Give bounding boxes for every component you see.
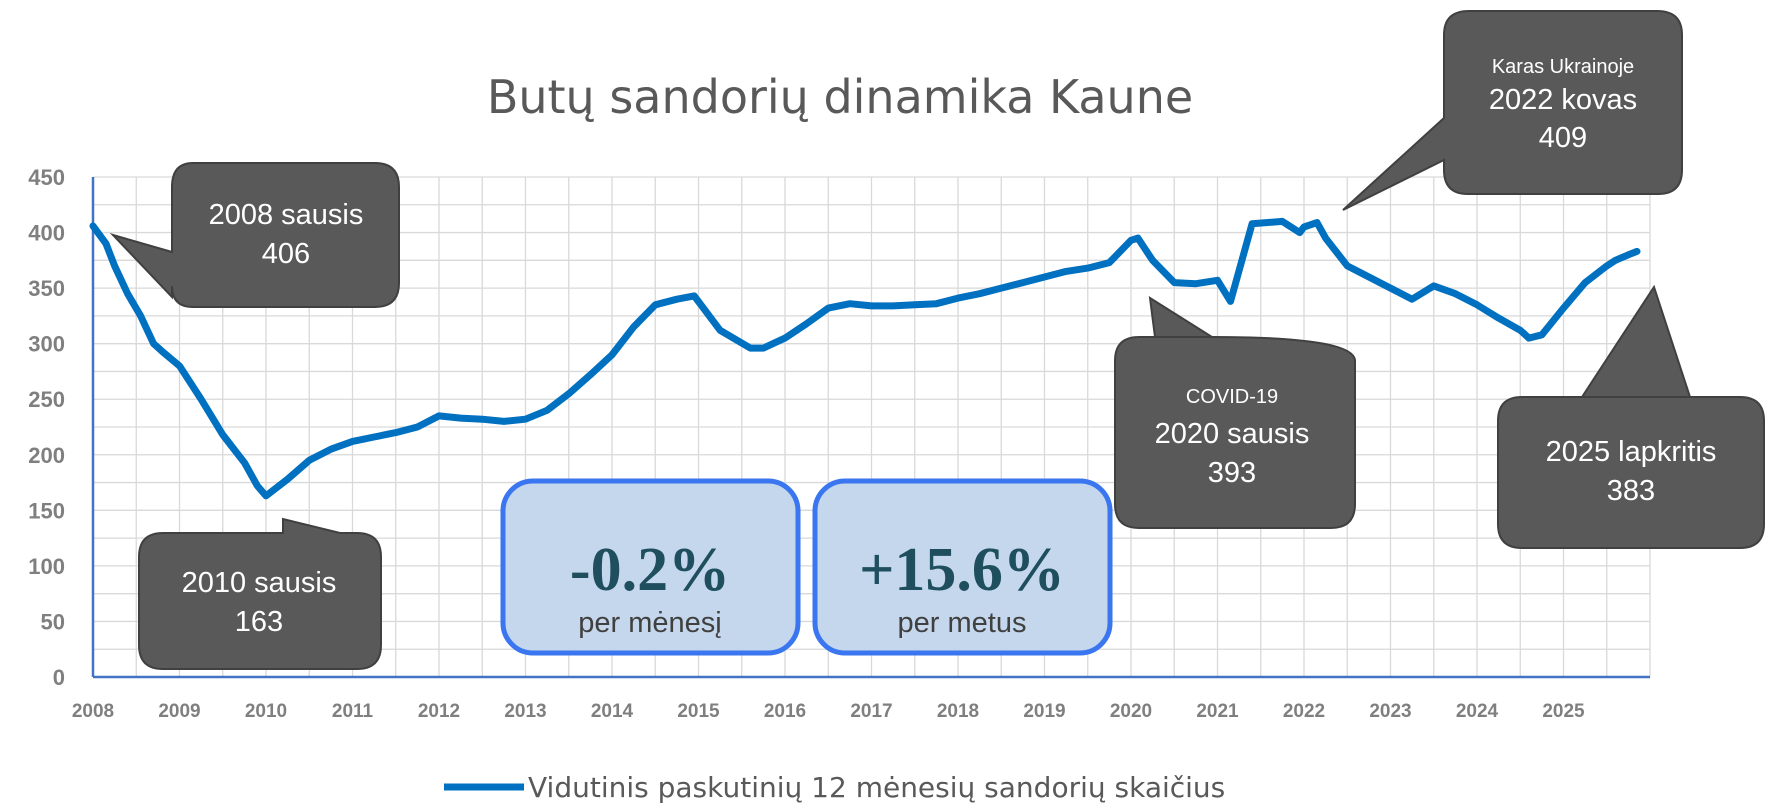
callout-2008-shape: [109, 162, 400, 308]
x-tick-label: 2014: [591, 701, 634, 722]
callout-2020-january: COVID-19 2020 sausis 393: [1114, 296, 1356, 529]
callout-2025-date: 2025 lapkritis: [1546, 436, 1717, 468]
x-tick-label: 2024: [1456, 701, 1499, 722]
y-tick-label: 150: [28, 498, 65, 523]
stat-yearly-caption: per metus: [898, 607, 1027, 639]
y-axis-ticks: 0 50 100 150 200 250 300 350 400 450: [28, 165, 65, 690]
callout-2010-value: 163: [235, 606, 283, 638]
callout-2008-january: 2008 sausis 406: [109, 162, 400, 308]
x-tick-label: 2019: [1023, 701, 1065, 722]
callout-2020-date: 2020 sausis: [1155, 418, 1310, 450]
callout-2022-shape: [1342, 10, 1683, 211]
callout-2025-november: 2025 lapkritis 383: [1497, 284, 1765, 549]
stat-yearly-value: +15.6%: [859, 536, 1065, 604]
y-tick-label: 200: [28, 443, 65, 468]
y-tick-label: 100: [28, 554, 65, 579]
x-tick-label: 2016: [764, 701, 806, 722]
x-tick-label: 2025: [1542, 701, 1585, 722]
y-tick-label: 0: [53, 665, 65, 690]
callout-2025-shape: [1497, 284, 1765, 549]
x-tick-label: 2018: [937, 701, 979, 722]
stat-monthly-caption: per mėnesį: [578, 607, 721, 639]
y-tick-label: 400: [28, 221, 65, 246]
x-tick-label: 2022: [1283, 701, 1325, 722]
callout-2010-date: 2010 sausis: [182, 567, 337, 599]
callout-2020-event: COVID-19: [1186, 386, 1278, 408]
callout-2008-date: 2008 sausis: [209, 199, 364, 231]
x-tick-label: 2008: [72, 701, 114, 722]
stat-monthly-value: -0.2%: [570, 536, 730, 604]
callout-2020-shape: [1114, 296, 1356, 529]
callout-2022-march: Karas Ukrainoje 2022 kovas 409: [1342, 10, 1683, 211]
stat-box-yearly: +15.6% per metus: [812, 478, 1113, 656]
x-tick-label: 2013: [504, 701, 546, 722]
x-axis-ticks: 2008 2009 2010 2011 2012 2013 2014 2015 2016 2017…: [72, 701, 1585, 722]
y-tick-label: 50: [41, 609, 65, 634]
stat-box-monthly-bg: [500, 478, 801, 656]
y-tick-label: 300: [28, 332, 65, 357]
x-tick-label: 2009: [158, 701, 200, 722]
x-tick-label: 2020: [1110, 701, 1152, 722]
chart-title: Butų sandorių dinamika Kaune: [487, 70, 1193, 124]
callout-2022-event: Karas Ukrainoje: [1492, 56, 1634, 78]
stat-box-yearly-bg: [812, 478, 1113, 656]
callout-2010-shape: [138, 517, 382, 670]
callout-2008-value: 406: [262, 238, 310, 270]
x-tick-label: 2021: [1196, 701, 1239, 722]
legend-label: Vidutinis paskutinių 12 mėnesių sandorių…: [528, 771, 1225, 804]
x-tick-label: 2015: [677, 701, 720, 722]
callout-2025-value: 383: [1607, 475, 1655, 507]
y-tick-label: 250: [28, 387, 65, 412]
callout-2022-value: 409: [1539, 122, 1587, 154]
x-tick-label: 2010: [245, 701, 287, 722]
series-line-transactions: [89, 217, 1641, 500]
callout-2010-january: 2010 sausis 163: [138, 517, 382, 670]
x-tick-label: 2017: [850, 701, 892, 722]
x-tick-label: 2011: [332, 701, 374, 722]
x-tick-label: 2012: [418, 701, 460, 722]
legend: Vidutinis paskutinių 12 mėnesių sandorių…: [444, 771, 1225, 804]
x-tick-label: 2023: [1369, 701, 1411, 722]
y-tick-label: 450: [28, 165, 65, 190]
callout-2022-date: 2022 kovas: [1489, 84, 1637, 116]
y-tick-label: 350: [28, 276, 65, 301]
callout-2020-value: 393: [1208, 457, 1256, 489]
stat-box-monthly: -0.2% per mėnesį: [500, 478, 801, 656]
